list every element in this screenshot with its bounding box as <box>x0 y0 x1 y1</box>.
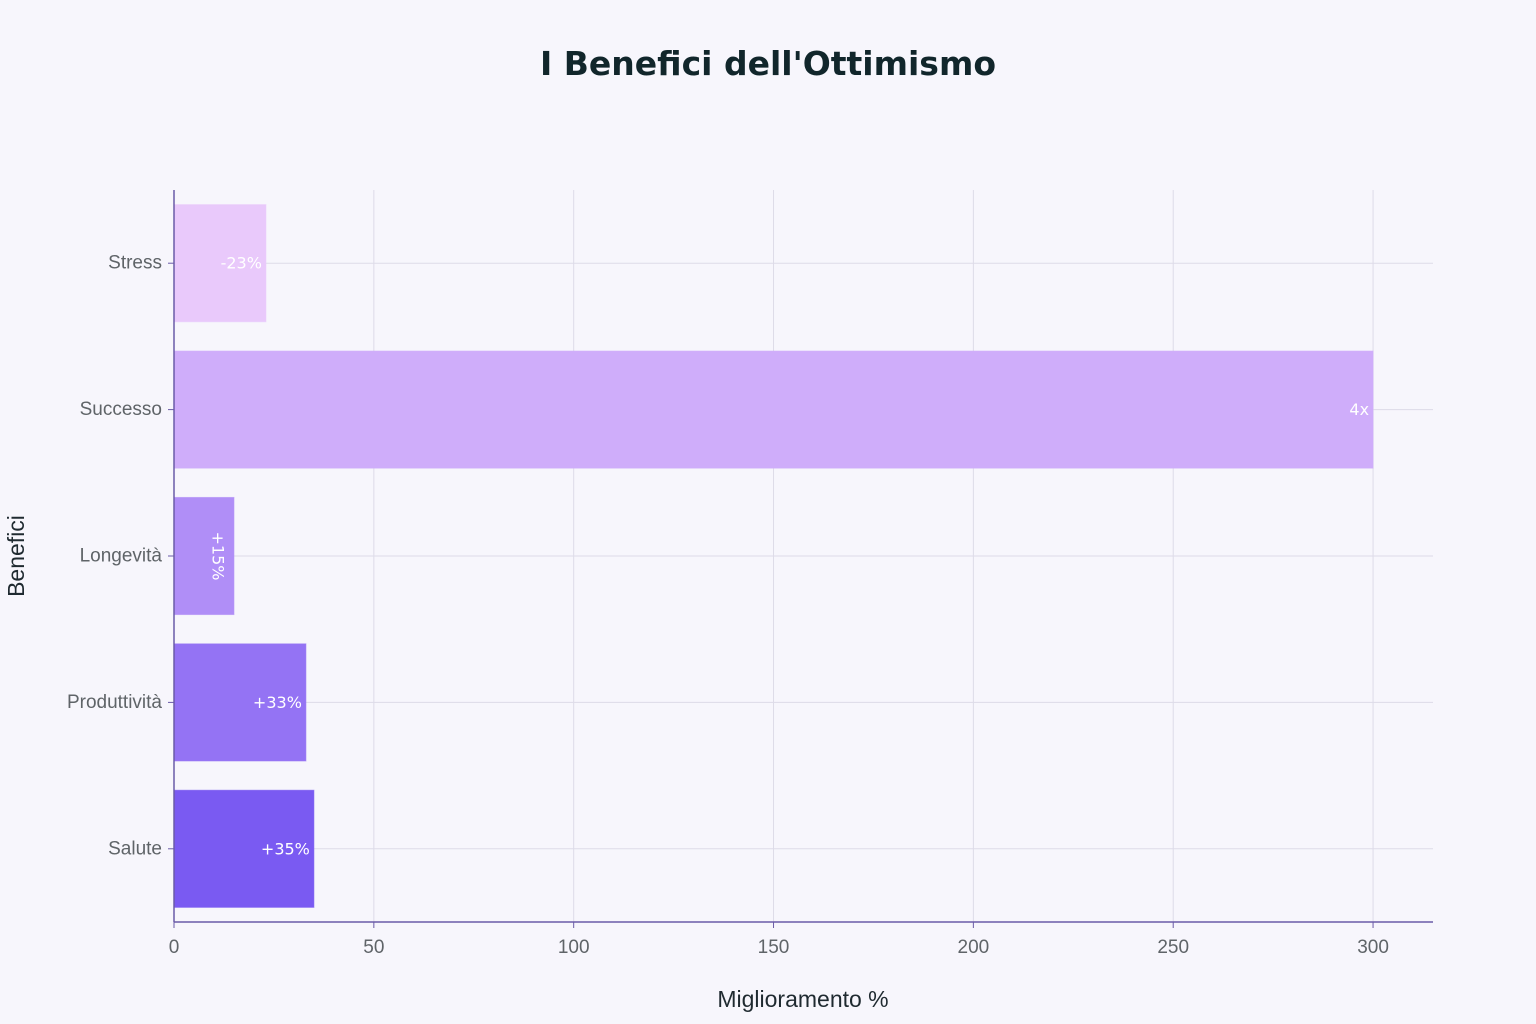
y-axis-title: Benefici <box>3 515 29 597</box>
bar-2 <box>173 350 1374 469</box>
x-axis-title: Miglioramento % <box>717 986 888 1012</box>
data-label-3: +15% <box>208 532 227 581</box>
bar-4 <box>173 643 307 762</box>
data-label-4: +33% <box>253 693 302 712</box>
data-label-1: -23% <box>221 254 262 273</box>
labels: -23% 4x +15% +33% +35% <box>208 254 1369 859</box>
bars <box>173 204 1374 908</box>
bar-5 <box>173 789 315 908</box>
x-tick-label: 0 <box>169 937 180 958</box>
y-tick-label: Successo <box>80 399 162 420</box>
x-tick-label: 100 <box>558 937 590 958</box>
y-tick-label: Salute <box>108 838 162 859</box>
y-tick-label: Longevità <box>80 546 163 567</box>
bar-1 <box>173 204 267 323</box>
x-tick-label: 50 <box>363 937 384 958</box>
x-tick-label: 250 <box>1157 937 1189 958</box>
x-tick-label: 300 <box>1357 937 1389 958</box>
chart-title: I Benefici dell'Ottimismo <box>540 44 996 83</box>
y-tick-label: Produttività <box>67 692 162 713</box>
axes: 0 50 100 150 200 250 300 Stress Successo Longevit… <box>67 190 1433 958</box>
data-label-5: +35% <box>261 839 310 858</box>
x-tick-label: 150 <box>758 937 790 958</box>
data-label-2: 4x <box>1349 400 1369 419</box>
grid <box>174 190 1433 922</box>
y-tick-label: Stress <box>108 253 162 274</box>
x-tick-label: 200 <box>958 937 990 958</box>
